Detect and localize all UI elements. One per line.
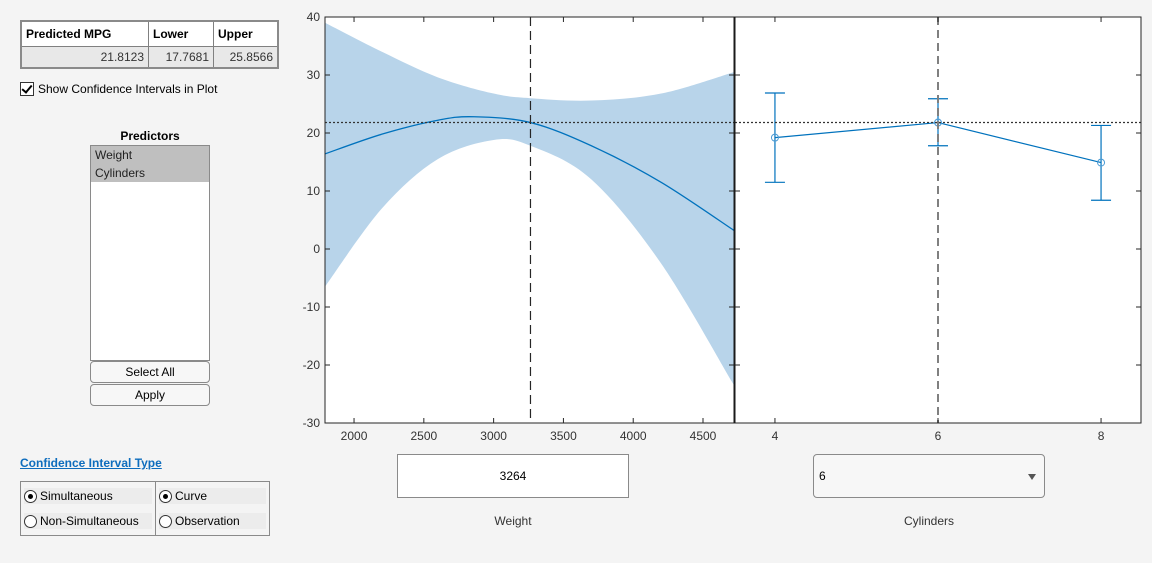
radio-label: Non-Simultaneous bbox=[40, 514, 139, 528]
y-tick-label: 20 bbox=[307, 126, 321, 140]
x-tick-label: 3000 bbox=[480, 429, 507, 443]
predictors-title: Predictors bbox=[120, 129, 180, 143]
radio-unselected-icon[interactable] bbox=[24, 514, 37, 528]
header-lower: Lower bbox=[148, 20, 214, 47]
ci-simultaneity-radio-group: Simultaneous Non-Simultaneous bbox=[20, 481, 156, 536]
y-tick-label: 40 bbox=[307, 10, 321, 24]
predictors-listbox[interactable]: Weight Cylinders bbox=[90, 145, 210, 361]
cylinders-dropdown[interactable]: 6 bbox=[813, 454, 1045, 498]
header-predicted-mpg: Predicted MPG bbox=[20, 20, 149, 47]
x-tick-label: 8 bbox=[1098, 429, 1105, 443]
ci-type-radio-group: Curve Observation bbox=[155, 481, 270, 536]
cell-upper: 25.8566 bbox=[213, 46, 279, 69]
y-tick-label: 0 bbox=[313, 242, 320, 256]
y-tick-label: -20 bbox=[303, 358, 321, 372]
x-tick-label: 4500 bbox=[690, 429, 717, 443]
prediction-results-table: Predicted MPG Lower Upper 21.8123 17.768… bbox=[20, 20, 279, 69]
chevron-down-icon[interactable] bbox=[1028, 474, 1036, 480]
list-item[interactable]: Cylinders bbox=[91, 164, 209, 182]
x-tick-label: 2500 bbox=[410, 429, 437, 443]
table-header-row: Predicted MPG Lower Upper bbox=[20, 20, 279, 47]
data-point-marker bbox=[770, 133, 779, 142]
cell-lower: 17.7681 bbox=[148, 46, 214, 69]
radio-unselected-icon[interactable] bbox=[159, 514, 172, 528]
x-tick-label: 3500 bbox=[550, 429, 577, 443]
list-item[interactable]: Weight bbox=[91, 146, 209, 164]
x-tick-label: 2000 bbox=[341, 429, 368, 443]
ci-type-title[interactable]: Confidence Interval Type bbox=[20, 456, 162, 470]
y-tick-label: 10 bbox=[307, 184, 321, 198]
data-point-marker bbox=[1097, 158, 1106, 167]
radio-label: Observation bbox=[175, 514, 240, 528]
fit-curve bbox=[324, 116, 735, 231]
radio-non-simultaneous[interactable]: Non-Simultaneous bbox=[24, 513, 152, 529]
weight-label: Weight bbox=[494, 514, 532, 528]
checkbox-checked-icon[interactable] bbox=[20, 82, 34, 96]
x-tick-label: 4 bbox=[772, 429, 779, 443]
show-ci-checkbox[interactable]: Show Confidence Intervals in Plot bbox=[20, 82, 217, 96]
radio-label: Simultaneous bbox=[40, 489, 113, 503]
x-tick-label: 6 bbox=[935, 429, 942, 443]
radio-simultaneous[interactable]: Simultaneous bbox=[24, 488, 152, 504]
weight-plot[interactable]: 2000 2500 3000 3500 4000 4500 40 30 20 10 0 -10 -20 -… bbox=[303, 10, 735, 443]
show-ci-label: Show Confidence Intervals in Plot bbox=[38, 82, 218, 96]
cylinders-label: Cylinders bbox=[903, 514, 954, 528]
select-all-button[interactable]: Select All bbox=[90, 361, 210, 383]
cylinders-plot[interactable]: 4 6 8 bbox=[734, 16, 1142, 443]
x-tick-label: 4000 bbox=[620, 429, 647, 443]
header-upper: Upper bbox=[213, 20, 279, 47]
radio-label: Curve bbox=[175, 489, 208, 503]
y-tick-label: 30 bbox=[307, 68, 321, 82]
cylinders-selected-value: 6 bbox=[819, 469, 826, 483]
radio-observation[interactable]: Observation bbox=[159, 513, 266, 529]
confidence-band bbox=[325, 22, 734, 386]
radio-selected-icon[interactable] bbox=[24, 489, 37, 503]
table-row: 21.8123 17.7681 25.8566 bbox=[20, 46, 279, 69]
y-tick-label: -10 bbox=[303, 300, 321, 314]
cell-predicted-mpg: 21.8123 bbox=[20, 46, 149, 69]
radio-curve[interactable]: Curve bbox=[159, 488, 266, 504]
y-tick-label: -30 bbox=[303, 416, 321, 430]
radio-selected-icon[interactable] bbox=[159, 489, 172, 503]
apply-button[interactable]: Apply bbox=[90, 384, 210, 406]
weight-input[interactable]: 3264 bbox=[397, 454, 629, 498]
